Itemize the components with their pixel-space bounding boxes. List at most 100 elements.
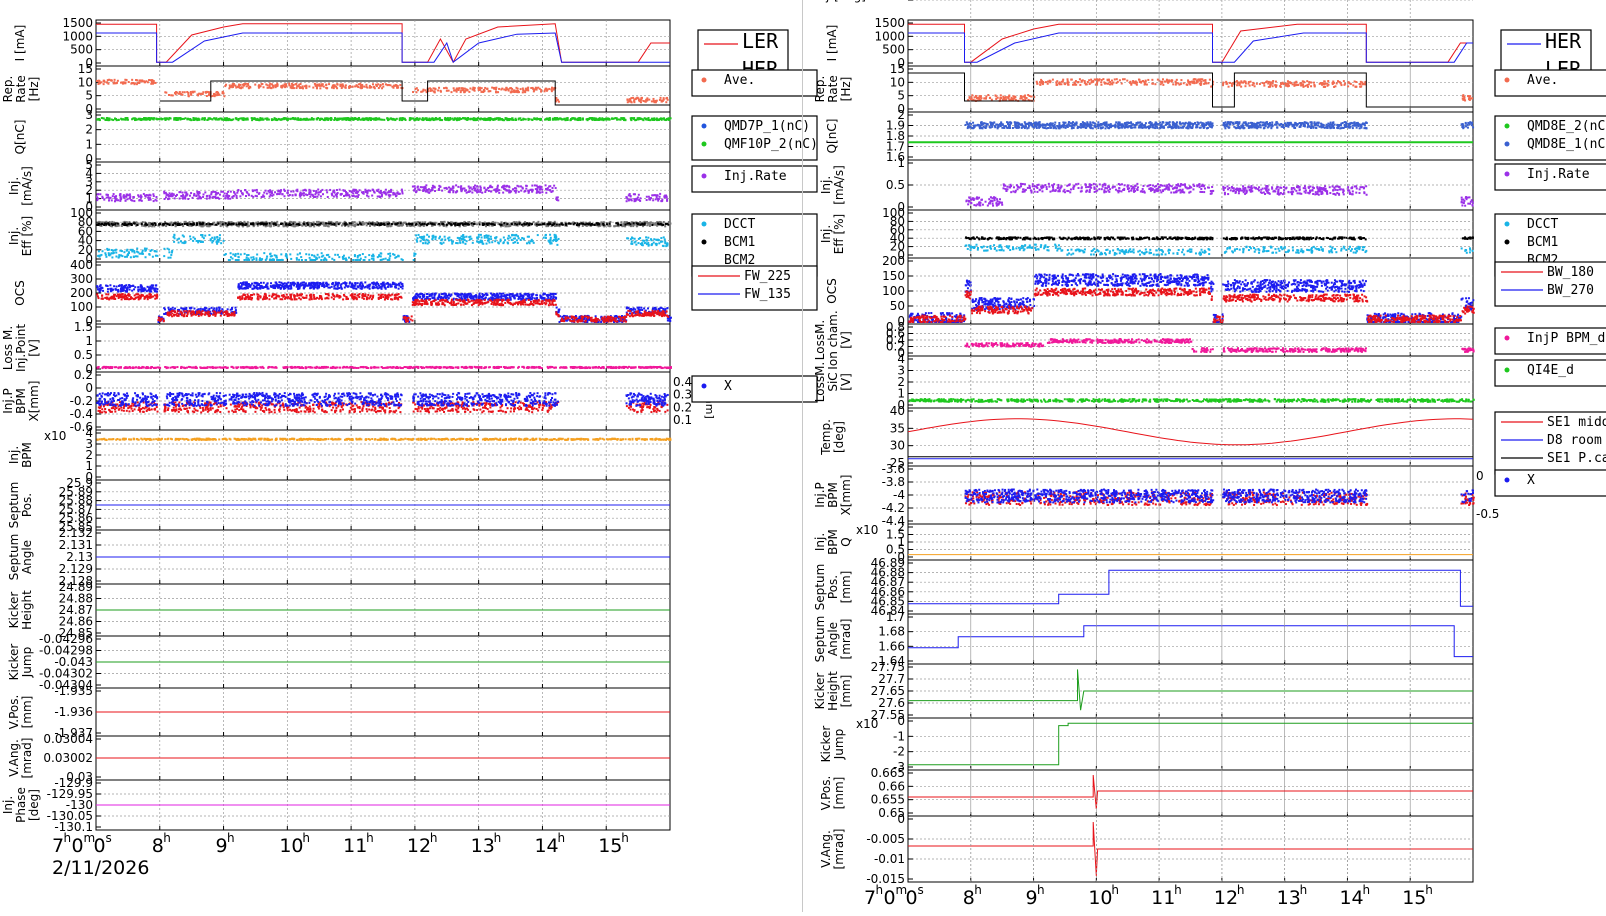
data-point: [308, 193, 310, 195]
data-point: [250, 257, 252, 259]
data-point: [553, 185, 555, 187]
data-point: [495, 191, 497, 193]
data-point: [387, 84, 389, 86]
data-point: [343, 190, 345, 192]
data-point: [545, 237, 547, 239]
data-point: [578, 224, 580, 226]
data-point: [305, 87, 307, 89]
data-point: [503, 222, 505, 224]
data-point: [120, 199, 122, 201]
data-point: [631, 236, 633, 238]
data-point: [192, 91, 194, 93]
data-point: [152, 193, 154, 195]
data-point: [112, 252, 114, 254]
data-point: [184, 191, 186, 193]
data-point: [206, 225, 208, 227]
data-point: [488, 241, 490, 243]
data-point: [152, 256, 154, 258]
data-point: [640, 307, 642, 309]
data-point: [140, 196, 142, 198]
data-point: [399, 118, 401, 120]
data-point: [523, 295, 525, 297]
data-point: [370, 86, 372, 88]
data-point: [474, 90, 476, 92]
data-point: [254, 84, 256, 86]
data-point: [169, 224, 171, 226]
data-point: [297, 117, 299, 119]
data-point: [455, 242, 457, 244]
data-point: [202, 241, 204, 243]
data-point: [200, 234, 202, 236]
data-point: [98, 250, 100, 252]
data-point: [183, 118, 185, 120]
data-point: [250, 223, 252, 225]
data-point: [128, 252, 130, 254]
legend-label: FW_225: [744, 269, 791, 284]
data-point: [560, 118, 562, 120]
data-point: [369, 190, 371, 192]
data-point: [476, 119, 478, 121]
data-point: [418, 234, 420, 236]
data-point: [223, 95, 225, 97]
data-point: [648, 196, 650, 198]
data-point: [434, 91, 436, 93]
y-axis-label: Inj.: [7, 177, 21, 195]
data-point: [105, 256, 107, 258]
data-point: [499, 240, 501, 242]
data-point: [126, 194, 128, 196]
data-point: [467, 223, 469, 225]
data-point: [468, 91, 470, 93]
data-point: [481, 293, 483, 295]
data-point: [187, 93, 189, 95]
data-point: [224, 192, 226, 194]
data-point: [244, 83, 246, 85]
data-point: [544, 235, 546, 237]
data-point: [566, 119, 568, 121]
data-point: [581, 222, 583, 224]
data-point: [98, 223, 100, 225]
data-point: [417, 237, 419, 239]
data-point: [170, 254, 172, 256]
data-point: [421, 236, 423, 238]
data-point: [211, 118, 213, 120]
data-point: [252, 256, 254, 258]
data-point: [129, 197, 131, 199]
data-point: [453, 223, 455, 225]
data-point: [635, 198, 637, 200]
data-point: [590, 117, 592, 119]
data-point: [319, 87, 321, 89]
data-point: [317, 254, 319, 256]
data-point: [170, 257, 172, 259]
data-point: [120, 118, 122, 120]
data-point: [388, 191, 390, 193]
data-point: [454, 89, 456, 91]
data-point: [395, 195, 397, 197]
data-point: [637, 242, 639, 244]
data-point: [331, 258, 333, 260]
data-point: [438, 189, 440, 191]
data-point: [194, 238, 196, 240]
data-point: [128, 81, 130, 83]
legend-label: QMF10P_2(nC): [724, 137, 818, 152]
data-point: [389, 225, 391, 227]
data-point: [383, 119, 385, 121]
data-point: [476, 223, 478, 225]
data-point: [381, 87, 383, 89]
data-point: [326, 254, 328, 256]
data-point: [184, 223, 186, 225]
data-point: [344, 117, 346, 119]
data-point: [630, 225, 632, 227]
data-point: [515, 91, 517, 93]
data-point: [373, 255, 375, 257]
data-point: [455, 191, 457, 193]
data-point: [154, 222, 156, 224]
data-point: [326, 191, 328, 193]
data-point: [181, 223, 183, 225]
data-point: [484, 191, 486, 193]
data-point: [531, 223, 533, 225]
data-point: [143, 80, 145, 82]
data-point: [490, 236, 492, 238]
data-point: [333, 119, 335, 121]
data-point: [246, 257, 248, 259]
data-point: [137, 251, 139, 253]
